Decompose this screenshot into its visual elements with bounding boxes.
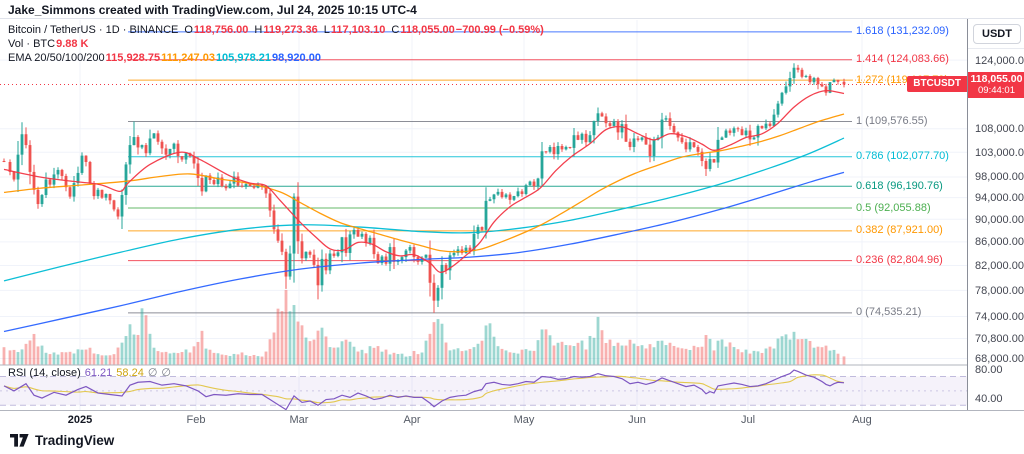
ohlc-value: 117,103.10 [330, 24, 386, 36]
price-tick-label: 74,000.00 [975, 311, 1024, 323]
ohlc-letter: C [391, 24, 400, 36]
fib-level-label: 0.786 (102,077.70) [856, 150, 949, 163]
price-tick-label: 103,000.00 [975, 146, 1024, 159]
time-tick-label: Jun [628, 414, 646, 426]
ohlc-letter: O [184, 24, 193, 36]
price-chart-plot[interactable] [0, 19, 967, 410]
fib-level-label: 0.5 (92,055.88) [856, 201, 931, 214]
price-tick-label: 98,000.00 [975, 171, 1024, 184]
ema-label: EMA 20/50/100/200 [8, 52, 105, 64]
price-axis[interactable]: USDT 118,055.00 09:44:01 124,000.00 108,0… [967, 19, 1024, 429]
volume-label: Vol · BTC [8, 38, 56, 50]
ohlc-letter: L [323, 24, 330, 36]
chart-widget: Bitcoin / TetherUS · 1D · BINANCE O118,75… [0, 18, 1024, 430]
fib-level-label: 0 (74,535.21) [856, 306, 922, 319]
fib-level-label: 1.414 (124,083.66) [856, 53, 949, 66]
price-tick-label: 82,000.00 [975, 260, 1024, 272]
symbol-ohlc-row[interactable]: Bitcoin / TetherUS · 1D · BINANCE O118,75… [8, 23, 544, 37]
price-tick-label: 86,000.00 [975, 236, 1024, 249]
ema-value: 111,247.03 [161, 52, 215, 64]
fib-level-label: 0.618 (96,190.76) [856, 179, 943, 192]
fib-level-label: 0.236 (82,804.96) [856, 254, 943, 267]
rsi-value: 61.21 [84, 367, 113, 379]
rsi-label: RSI (14, close) [8, 367, 81, 379]
brand-name: TradingView [35, 433, 115, 448]
footer: TradingView [0, 428, 1024, 454]
chart-legend: Bitcoin / TetherUS · 1D · BINANCE O118,75… [8, 23, 544, 65]
price-tick-label: 90,000.00 [975, 213, 1024, 226]
volume-value: 9.88 K [56, 38, 89, 50]
fib-level-label: 1 (109,576.55) [856, 115, 928, 127]
time-tick-label: Aug [852, 414, 872, 426]
price-tick-label: 94,000.00 [975, 192, 1024, 205]
tv-mark-icon [10, 434, 29, 447]
tradingview-logo[interactable]: TradingView [10, 433, 114, 448]
ohlc-value: 118,055.00 [400, 24, 455, 36]
time-tick-label: May [513, 414, 535, 426]
fib-level-label: 0.382 (87,921.00) [856, 224, 943, 237]
ohlc-letter: H [254, 24, 263, 36]
change-value: −700.99 (−0.59%) [455, 24, 544, 36]
currency-button[interactable]: USDT [973, 24, 1021, 44]
hidden-value-icon: ∅ [161, 367, 171, 379]
price-tick-label: 68,000.00 [975, 353, 1024, 365]
time-tick-label: Apr [403, 414, 421, 426]
time-tick-label: Feb [186, 414, 206, 426]
ema-value: 105,978.21 [215, 52, 271, 64]
price-tick-label: 124,000.00 [975, 54, 1024, 67]
last-price-badge: 118,055.00 09:44:01 [968, 72, 1024, 99]
rsi-legend[interactable]: RSI (14, close) 61.21 58.24 ∅ ∅ [8, 366, 175, 379]
ohlc-value: 118,756.00 [193, 24, 249, 36]
ema-row[interactable]: EMA 20/50/100/200115,928.75111,247.03105… [8, 51, 544, 65]
price-tick-label: 70,800.00 [975, 332, 1024, 345]
symbol-tag: BTCUSDT [907, 76, 967, 93]
rsi-ma-value: 58.24 [116, 367, 144, 379]
price-tick-label: 78,000.00 [975, 284, 1024, 297]
creator-note: Jake_Simmons created with TradingView.co… [8, 3, 417, 17]
ohlc-value: 119,273.36 [263, 24, 318, 36]
time-axis[interactable]: 2025 Feb Mar Apr May Jun Jul Aug [0, 410, 1024, 430]
fib-level-label: 1.618 (131,232.09) [856, 25, 949, 38]
ema-value: 98,920.00 [272, 52, 321, 64]
hidden-value-icon: ∅ [147, 367, 158, 379]
time-tick-label: Jul [740, 414, 756, 426]
price-tick-label: 108,000.00 [975, 123, 1024, 136]
volume-row[interactable]: Vol · BTC9.88 K [8, 37, 544, 51]
rsi-tick-label: 80.00 [975, 363, 1003, 376]
bar-countdown: 09:44:01 [978, 85, 1015, 97]
ema-value: 115,928.75 [105, 52, 161, 64]
axis-separator [968, 48, 1024, 49]
last-price: 118,055.00 [970, 73, 1023, 86]
time-tick-label: Mar [289, 414, 309, 426]
rsi-tick-label: 40.00 [975, 392, 1003, 405]
symbol-title: Bitcoin / TetherUS · 1D · BINANCE [8, 24, 179, 36]
time-tick-label: 2025 [67, 414, 93, 426]
